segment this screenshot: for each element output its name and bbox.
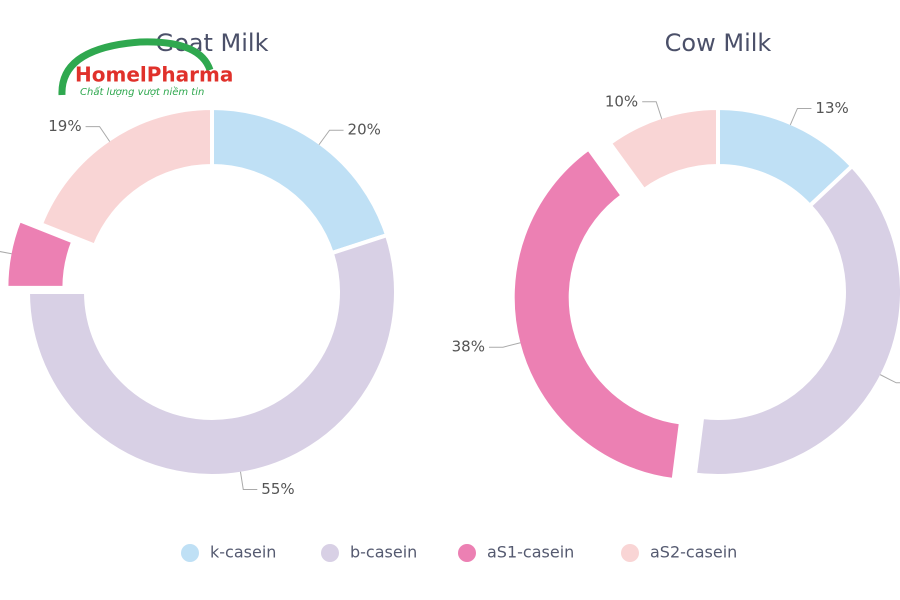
- legend-label: b-casein: [350, 543, 417, 562]
- logo-brand: HomelPharma: [75, 63, 233, 87]
- legend-swatch: [621, 544, 639, 562]
- logo-tagline: Chất lượng vượt niềm tin: [80, 86, 204, 98]
- donut-segment: [607, 105, 720, 193]
- leader-line: [318, 129, 344, 146]
- legend-label: aS1-casein: [487, 543, 574, 562]
- legend-swatch: [321, 544, 339, 562]
- chart-title: Cow Milk: [665, 29, 772, 57]
- logo: HomelPharma Chất lượng vượt niềm tin: [58, 38, 233, 98]
- data-label: 55%: [261, 480, 294, 498]
- leader-line: [642, 101, 663, 120]
- legend-label: k-casein: [210, 543, 276, 562]
- legend-swatch: [181, 544, 199, 562]
- data-label: 38%: [452, 338, 485, 356]
- legend-label: aS2-casein: [650, 543, 737, 562]
- leader-line: [879, 374, 900, 384]
- donut-segment: [510, 145, 684, 483]
- data-label: 13%: [815, 99, 848, 117]
- data-label: 20%: [348, 121, 381, 139]
- donut-segment: [4, 217, 76, 290]
- data-label: 10%: [605, 92, 638, 110]
- donut-segment: [25, 232, 398, 478]
- legend-swatch: [458, 544, 476, 562]
- leader-line: [488, 342, 521, 348]
- leader-line: [789, 107, 812, 126]
- data-label: 19%: [48, 117, 81, 135]
- logo-arc: [58, 38, 214, 96]
- donut-segment: [38, 105, 214, 249]
- leader-line: [85, 126, 111, 142]
- leader-line: [0, 251, 12, 255]
- leader-line: [239, 471, 258, 491]
- donut-segment: [692, 163, 900, 478]
